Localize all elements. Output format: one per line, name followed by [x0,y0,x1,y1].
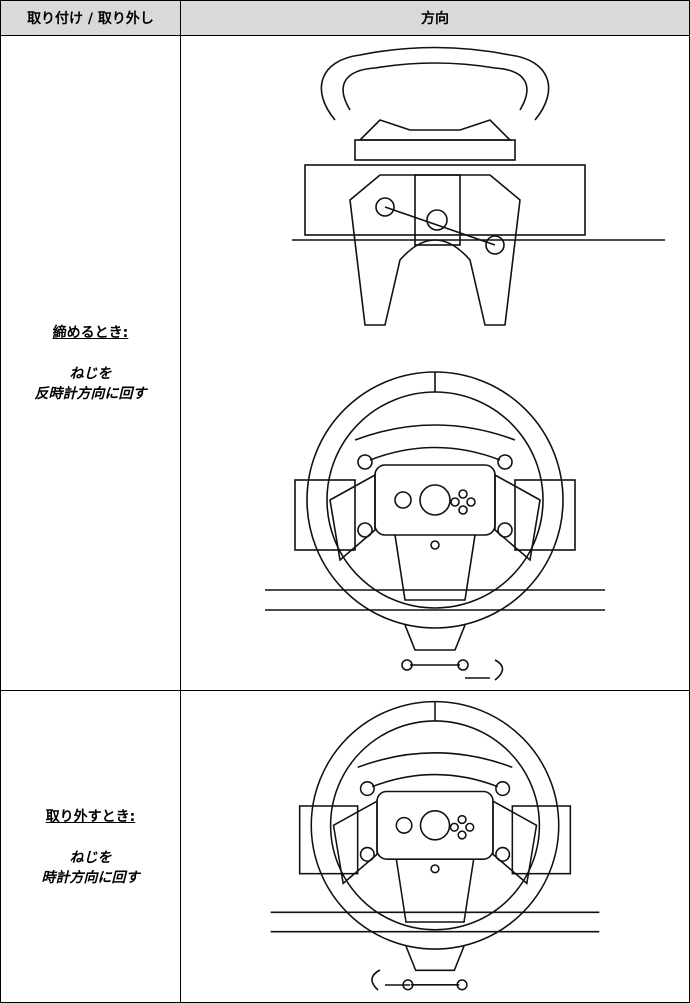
wheel-drawing [264,371,606,671]
header-text: 方向 [421,11,449,27]
wheel-drawing [269,700,601,991]
instruction: 時計方向に回す [41,869,140,886]
header-cell: 取り付け / 取り外し [0,0,181,36]
instruction: ねじを [69,366,112,382]
clamp-drawing [292,46,665,326]
action-label: 取り外すとき: [45,808,136,825]
rotation-arrow [465,659,504,681]
rotation-arrow [371,969,410,991]
instruction: ねじを [69,849,112,866]
action-label: 締めるとき: [52,325,129,341]
header-text: 取り付け / 取り外し [27,11,154,27]
instruction: 反時計方向に回す [34,386,147,402]
